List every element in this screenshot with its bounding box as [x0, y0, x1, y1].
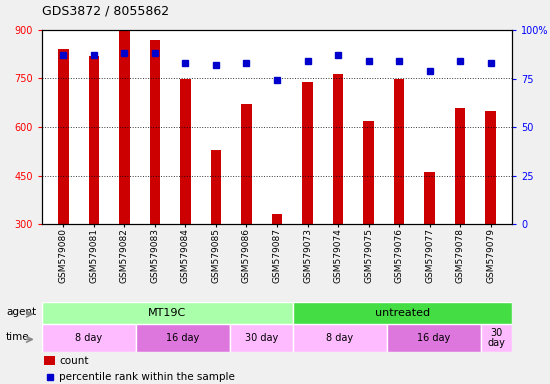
- Bar: [293, 302, 512, 324]
- Bar: [58, 50, 69, 224]
- Text: count: count: [59, 356, 89, 366]
- Bar: [293, 324, 387, 352]
- Bar: [136, 324, 230, 352]
- Bar: [180, 78, 191, 224]
- Bar: [481, 324, 512, 352]
- Bar: [42, 324, 136, 352]
- Text: 30 day: 30 day: [245, 333, 278, 343]
- Bar: [387, 324, 481, 352]
- Bar: [455, 108, 465, 224]
- Bar: [302, 82, 313, 224]
- Text: 16 day: 16 day: [166, 333, 200, 343]
- Bar: [230, 324, 293, 352]
- Text: MT19C: MT19C: [148, 308, 186, 318]
- Text: time: time: [6, 332, 30, 342]
- Bar: [363, 121, 374, 224]
- Bar: [272, 214, 282, 224]
- Text: GDS3872 / 8055862: GDS3872 / 8055862: [42, 5, 169, 18]
- Bar: [241, 104, 252, 224]
- Text: 8 day: 8 day: [326, 333, 353, 343]
- Bar: [42, 302, 293, 324]
- Bar: [211, 150, 221, 224]
- Text: agent: agent: [6, 307, 36, 317]
- Bar: [45, 356, 54, 366]
- Bar: [424, 172, 435, 224]
- Text: 8 day: 8 day: [75, 333, 102, 343]
- Bar: [150, 40, 160, 224]
- Text: 16 day: 16 day: [417, 333, 450, 343]
- Text: untreated: untreated: [375, 308, 430, 318]
- Bar: [333, 74, 343, 224]
- Text: 30
day: 30 day: [487, 328, 505, 348]
- Bar: [394, 78, 404, 224]
- Text: percentile rank within the sample: percentile rank within the sample: [59, 372, 235, 382]
- Bar: [485, 111, 496, 224]
- Bar: [119, 30, 130, 224]
- Bar: [89, 56, 99, 224]
